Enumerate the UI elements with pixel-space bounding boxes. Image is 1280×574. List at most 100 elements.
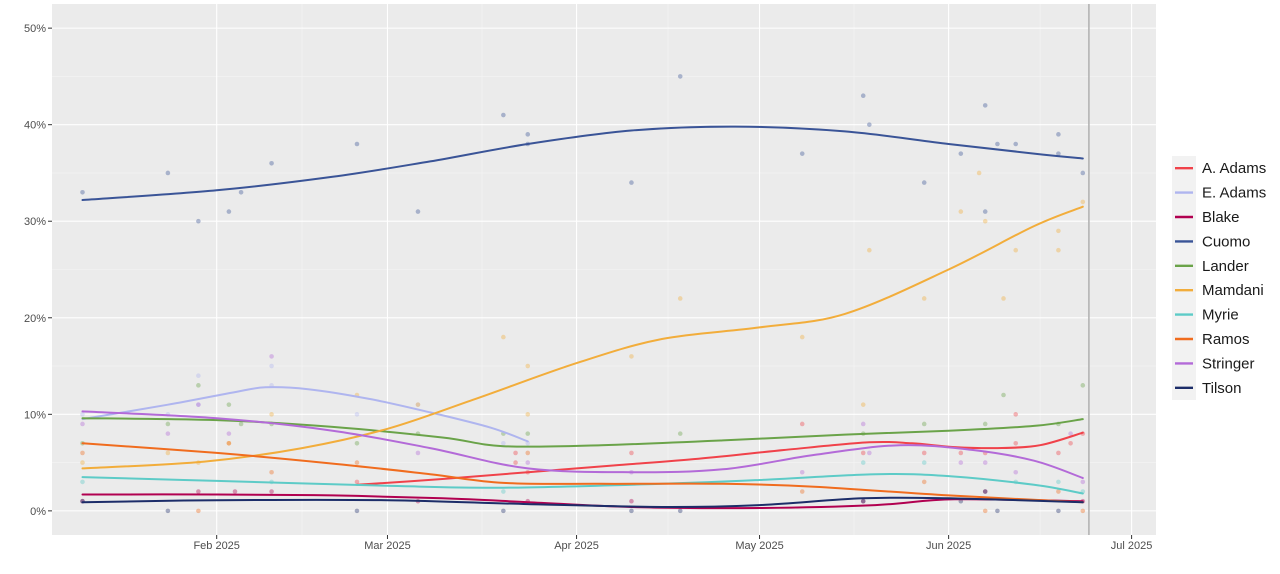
poll-point-cuomo (982, 209, 988, 214)
poll-point-a-adams (860, 450, 866, 456)
poll-point-ramos (525, 450, 531, 456)
poll-point-mamdani (982, 218, 988, 224)
poll-point-mamdani (501, 334, 506, 340)
poll-point-stringer (860, 421, 866, 427)
poll-point-a-adams (629, 450, 634, 456)
poll-point-ramos (799, 489, 805, 494)
poll-point-blake (196, 489, 201, 494)
poll-point-a-adams (513, 450, 518, 456)
legend-key-background (1172, 156, 1196, 400)
poll-point-cuomo (415, 209, 421, 214)
poll-point-tilson (982, 489, 988, 494)
trend-line-tilson (81, 496, 1084, 509)
poll-point-stringer (165, 431, 171, 436)
poll-point-tilson (165, 508, 171, 514)
poll-point-stringer (269, 354, 274, 359)
poll-point-ramos (1080, 508, 1086, 514)
poll-point-ramos (354, 460, 360, 465)
poll-point-mamdani (415, 402, 421, 407)
legend-label-mamdani: Mamdani (1202, 282, 1264, 299)
x-tick-label: May 2025 (735, 540, 783, 552)
poll-point-cuomo (921, 180, 927, 185)
poll-point-stringer (1013, 469, 1019, 475)
y-tick-label: 0% (30, 506, 46, 518)
legend-label-stringer: Stringer (1202, 355, 1255, 372)
poll-point-stringer (415, 450, 421, 456)
poll-point-ramos (1056, 489, 1061, 494)
poll-point-a-adams (921, 450, 927, 456)
x-tick-label: Jul 2025 (1111, 540, 1153, 552)
poll-point-mamdani (1013, 247, 1019, 253)
poll-point-stringer (525, 460, 531, 465)
poll-point-ramos (269, 469, 274, 475)
legend-label-e-adams: E. Adams (1202, 185, 1266, 202)
poll-point-e-adams (354, 412, 360, 417)
poll-point-stringer (196, 402, 201, 407)
poll-point-e-adams (525, 440, 531, 446)
poll-point-blake (860, 498, 866, 504)
poll-point-e-adams (269, 363, 274, 369)
poll-point-lander (226, 402, 232, 407)
x-tick-label: Jun 2025 (926, 540, 971, 552)
grid-minor (52, 4, 1156, 535)
trend-line-stringer (81, 410, 1084, 479)
y-tick-label: 20% (24, 313, 46, 325)
poll-point-stringer (1080, 479, 1086, 485)
poll-point-a-adams (958, 450, 964, 456)
poll-point-cuomo (501, 112, 506, 118)
x-tick-label: Mar 2025 (364, 540, 410, 552)
poll-point-e-adams (196, 373, 201, 379)
legend-label-blake: Blake (1202, 209, 1240, 226)
poll-point-cuomo (1080, 170, 1086, 176)
poll-point-tilson (1056, 508, 1061, 514)
poll-point-ramos (196, 508, 201, 514)
poll-point-mamdani (976, 170, 982, 176)
poll-point-e-adams (501, 440, 506, 446)
poll-point-mamdani (525, 412, 531, 417)
poll-point-mamdani (629, 354, 634, 359)
poll-point-lander (982, 421, 988, 427)
poll-point-stringer (1068, 431, 1073, 436)
poll-point-mamdani (860, 402, 866, 407)
poll-point-ramos (226, 440, 232, 446)
poll-point-e-adams (80, 412, 85, 417)
poll-point-cuomo (165, 170, 171, 176)
poll-point-lander (677, 431, 683, 436)
poll-point-ramos (982, 508, 988, 514)
legend-label-lander: Lander (1202, 258, 1249, 275)
poll-point-cuomo (196, 218, 201, 224)
legend: A. Adams E. Adams Blake Cuomo Lander Mamdani M… (1172, 156, 1266, 400)
trend-line-ramos (81, 442, 1084, 504)
legend-label-myrie: Myrie (1202, 307, 1239, 324)
legend-label-ramos: Ramos (1202, 331, 1250, 348)
poll-point-a-adams (1068, 440, 1073, 446)
poll-point-mamdani (226, 440, 232, 446)
poll-point-cuomo (1056, 151, 1061, 156)
poll-point-myrie (80, 479, 85, 485)
poll-point-myrie (860, 460, 866, 465)
poll-point-lander (354, 440, 360, 446)
poll-point-mamdani (269, 412, 274, 417)
trend-line-cuomo (81, 125, 1084, 201)
x-tick-label: Apr 2025 (554, 540, 599, 552)
poll-point-myrie (501, 489, 506, 494)
poll-point-tilson (501, 508, 506, 514)
poll-point-ramos (921, 479, 927, 485)
poll-point-tilson (995, 508, 1000, 514)
poll-point-lander (1001, 392, 1006, 398)
poll-point-a-adams (1013, 412, 1019, 417)
poll-point-a-adams (513, 460, 518, 465)
poll-point-cuomo (982, 103, 988, 108)
y-tick-label: 40% (24, 120, 46, 132)
poll-point-cuomo (867, 122, 872, 127)
x-tick-label: Feb 2025 (193, 540, 239, 552)
poll-point-lander (196, 383, 201, 388)
poll-point-blake (269, 489, 274, 494)
poll-point-a-adams (1056, 450, 1061, 456)
trend-line-e-adams (81, 386, 529, 443)
poll-point-a-adams (799, 421, 805, 427)
poll-point-lander (238, 421, 244, 427)
poll-point-stringer (958, 460, 964, 465)
